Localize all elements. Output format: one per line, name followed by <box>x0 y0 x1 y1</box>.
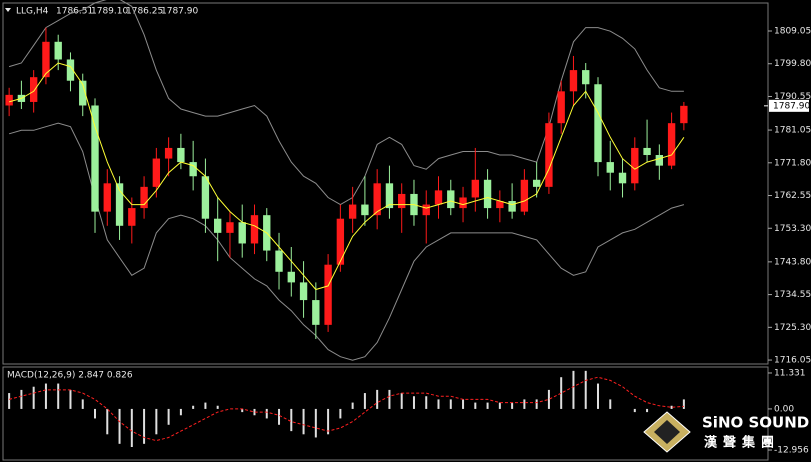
candle-body <box>324 264 332 325</box>
candle-body <box>594 84 602 163</box>
candle-body <box>447 190 455 209</box>
candle-body <box>361 204 369 216</box>
candle-body <box>177 147 185 163</box>
candle-body <box>434 190 443 205</box>
candle-body <box>520 179 529 212</box>
macd-label: MACD(12,26,9) 2.847 0.826 <box>7 371 133 381</box>
y-tick-label: 1762.55 <box>774 191 811 201</box>
candle-body <box>115 183 124 226</box>
y-tick-label: 1716.05 <box>774 356 811 366</box>
candle-body <box>680 105 688 124</box>
candle-body <box>189 162 197 177</box>
header-value: 1786.51 <box>56 7 93 17</box>
candle-body <box>275 250 283 272</box>
candle-body <box>29 77 38 102</box>
logo-subtitle: 漢聲集團 <box>704 435 780 451</box>
candle-body <box>103 183 111 212</box>
header-value: 1789.10 <box>91 7 128 17</box>
candle-body <box>140 186 148 209</box>
y-tick-label: 1743.80 <box>774 257 811 267</box>
y-tick-label: 1799.80 <box>774 59 811 69</box>
last-price-box <box>769 99 809 112</box>
candle-body <box>631 147 639 184</box>
candle-body <box>91 105 99 212</box>
candle-body <box>582 70 590 85</box>
candle-body <box>483 179 492 209</box>
candle-body <box>545 123 553 187</box>
candle-body <box>214 218 222 233</box>
y-tick-label: 11.331 <box>774 368 806 378</box>
candle-body <box>606 162 614 173</box>
candle-body <box>152 158 161 187</box>
macd-frame <box>2 366 769 461</box>
y-tick-label: 1725.30 <box>774 323 811 333</box>
candle-body <box>226 222 234 233</box>
y-tick-label: 1753.30 <box>774 224 811 234</box>
band-upper <box>8 0 684 206</box>
main-frame <box>2 2 769 365</box>
candle-body <box>643 147 651 156</box>
candle-body <box>569 70 578 92</box>
candle-body <box>164 147 173 159</box>
y-tick-label: 1734.55 <box>774 290 811 300</box>
candle-body <box>336 218 345 265</box>
last-price-label: 1787.90 <box>773 101 810 111</box>
candle-body <box>42 41 50 78</box>
candle-body <box>250 215 259 244</box>
candle-body <box>299 282 308 301</box>
candle-body <box>496 201 504 209</box>
candle-body <box>618 172 627 184</box>
candle-body <box>385 183 394 209</box>
y-tick-label: 1790.55 <box>774 92 811 102</box>
candle-body <box>201 176 210 219</box>
candle-body <box>5 94 13 106</box>
logo: SiNO SOUND 漢聲集團 <box>643 411 809 453</box>
logo-name: SiNO SOUND <box>702 414 809 432</box>
candle-body <box>422 204 430 216</box>
candle-body <box>287 271 295 283</box>
candle-body <box>471 179 479 198</box>
candle-body <box>312 300 320 325</box>
header-value: 1787.90 <box>161 7 198 17</box>
candle-body <box>66 59 75 81</box>
header-value: 1786.25 <box>126 7 163 17</box>
candle-body <box>238 222 246 244</box>
candle-body <box>655 155 664 166</box>
header-arrow <box>5 8 11 12</box>
candle-body <box>79 80 87 106</box>
candle-body <box>348 204 357 219</box>
candle-body <box>532 179 541 187</box>
candle-body <box>508 201 516 212</box>
candle-body <box>667 123 676 166</box>
band-lower <box>8 122 685 361</box>
candle-body <box>398 193 406 209</box>
symbol-label: LLG,H4 <box>16 7 49 17</box>
y-tick-label: 1781.05 <box>774 126 811 136</box>
candle-body <box>557 91 565 124</box>
y-tick-label: -12.956 <box>774 446 809 456</box>
candle-body <box>373 183 381 216</box>
candle-body <box>459 197 467 209</box>
candle-body <box>54 41 62 60</box>
y-tick-label: 1771.80 <box>774 158 811 168</box>
y-tick-label: 0.00 <box>774 404 794 414</box>
moving-average <box>8 62 685 291</box>
macd-signal <box>8 376 684 442</box>
logo-icon-inner <box>654 420 680 444</box>
candle-body <box>128 208 136 226</box>
y-tick-label: 1809.05 <box>774 27 811 37</box>
